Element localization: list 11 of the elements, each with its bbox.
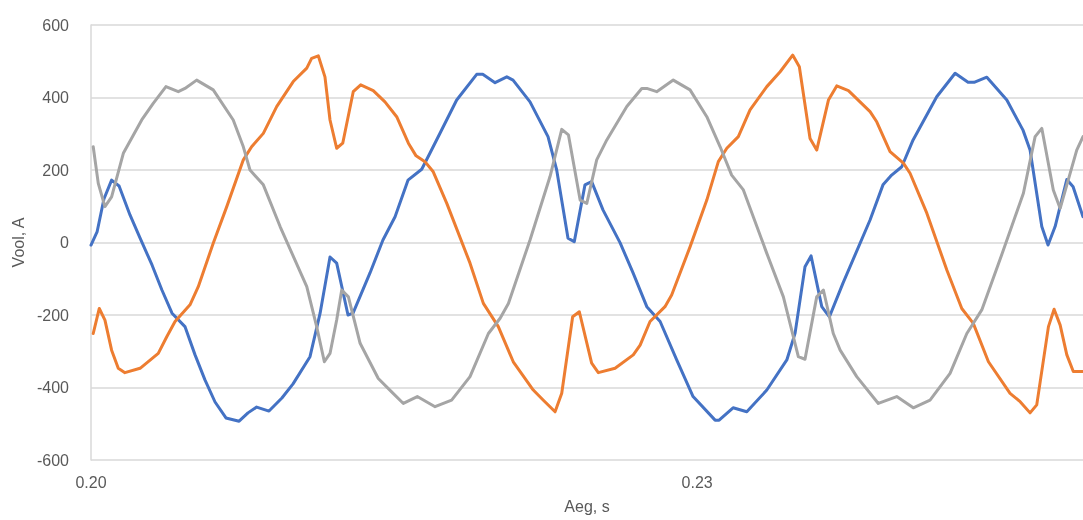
x-axis-title: Aeg, s (564, 497, 610, 515)
y-tick-label: 600 (42, 16, 70, 34)
y-axis-title: Vool, A (9, 217, 27, 268)
y-tick-label: -200 (36, 306, 70, 324)
x-tick-label: 0.23 (681, 473, 713, 491)
x-tick-label: 0.20 (75, 473, 107, 491)
y-tick-label: -600 (36, 451, 70, 469)
y-tick-label: -400 (36, 379, 70, 396)
y-tick-label: 0 (60, 234, 70, 251)
y-tick-label: 200 (42, 161, 70, 179)
y-tick-label: 400 (42, 89, 70, 106)
